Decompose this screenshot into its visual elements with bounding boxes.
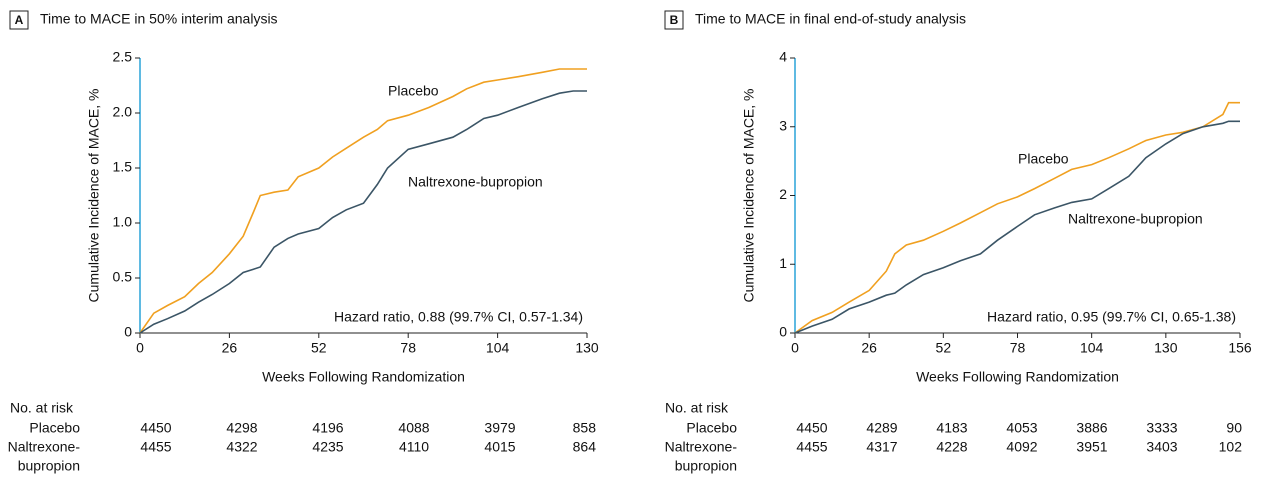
at-risk-value: 3403: [1146, 439, 1177, 455]
x-tick-label: 130: [1154, 340, 1178, 356]
at-risk-value: 858: [573, 420, 597, 436]
at-risk-value: 4110: [399, 439, 429, 455]
km-curve: [794, 120, 1240, 334]
panel-box: [664, 10, 684, 30]
x-tick-label: 130: [575, 340, 599, 356]
y-tick-label: 3: [779, 117, 787, 133]
series-label: Placebo: [388, 83, 439, 99]
at-risk-value: 4092: [1006, 439, 1037, 455]
x-tick-label: 104: [486, 340, 510, 356]
at-risk-value: 3951: [1076, 439, 1107, 455]
panel-title: Time to MACE in 50% interim analysis: [40, 11, 278, 27]
x-tick-label: 78: [1010, 340, 1026, 356]
at-risk-value: 90: [1226, 420, 1242, 436]
at-risk-value: 4289: [866, 420, 897, 436]
at-risk-title: No. at risk: [665, 400, 729, 416]
x-tick-label: 78: [400, 340, 416, 356]
x-tick-label: 26: [861, 340, 877, 356]
y-tick-label: 2.0: [113, 104, 133, 120]
at-risk-row-label: bupropion: [18, 458, 80, 474]
at-risk-value: 4196: [312, 420, 343, 436]
at-risk-row-label: Placebo: [686, 420, 737, 436]
at-risk-value: 4298: [226, 420, 257, 436]
x-tick-label: 52: [311, 340, 327, 356]
x-axis-label: Weeks Following Randomization: [262, 369, 465, 385]
y-tick-label: 4: [779, 49, 787, 65]
at-risk-value: 4053: [1006, 420, 1037, 436]
at-risk-value: 4235: [312, 439, 343, 455]
at-risk-row-label: Placebo: [29, 420, 80, 436]
x-tick-label: 26: [222, 340, 238, 356]
at-risk-value: 864: [573, 439, 597, 455]
annotation: Hazard ratio, 0.95 (99.7% CI, 0.65-1.38): [987, 309, 1236, 325]
at-risk-value: 4322: [226, 439, 257, 455]
y-tick-label: 2: [779, 186, 787, 202]
y-tick-label: 2.5: [113, 49, 133, 65]
at-risk-value: 4088: [398, 420, 429, 436]
at-risk-value: 4015: [484, 439, 515, 455]
at-risk-value: 4455: [796, 439, 827, 455]
at-risk-value: 3333: [1146, 420, 1177, 436]
x-tick-label: 0: [136, 340, 144, 356]
y-tick-label: 0.5: [113, 269, 133, 285]
x-tick-label: 104: [1080, 340, 1104, 356]
panel-title: Time to MACE in final end-of-study analy…: [695, 11, 966, 27]
y-axis-label: Cumulative Incidence of MACE, %: [86, 89, 102, 303]
y-tick-label: 1.5: [113, 159, 133, 175]
y-tick-label: 0: [124, 324, 132, 340]
panel-box: [9, 10, 29, 30]
x-axis-label: Weeks Following Randomization: [916, 369, 1119, 385]
y-axis-label: Cumulative Incidence of MACE, %: [741, 89, 757, 303]
at-risk-row-label: Naltrexone-: [8, 439, 81, 455]
at-risk-value: 3886: [1076, 420, 1107, 436]
series-label: Naltrexone-bupropion: [408, 174, 543, 190]
panel-label: B: [670, 13, 679, 27]
x-tick-label: 52: [936, 340, 952, 356]
at-risk-value: 4228: [936, 439, 967, 455]
series-label: Naltrexone-bupropion: [1068, 211, 1203, 227]
x-tick-label: 0: [791, 340, 799, 356]
at-risk-value: 4317: [866, 439, 897, 455]
y-tick-label: 1: [779, 255, 787, 271]
at-risk-title: No. at risk: [10, 400, 74, 416]
y-tick-label: 0: [779, 324, 787, 340]
at-risk-value: 3979: [484, 420, 515, 436]
panel-label: A: [15, 13, 24, 27]
at-risk-value: 4450: [140, 420, 171, 436]
at-risk-value: 4183: [936, 420, 967, 436]
at-risk-row-label: bupropion: [675, 458, 737, 474]
km-curve: [139, 68, 587, 334]
y-tick-label: 1.0: [113, 214, 133, 230]
km-curve: [794, 101, 1240, 334]
km-curve: [139, 90, 587, 334]
annotation: Hazard ratio, 0.88 (99.7% CI, 0.57-1.34): [334, 309, 583, 325]
at-risk-value: 102: [1219, 439, 1243, 455]
series-label: Placebo: [1018, 151, 1069, 167]
at-risk-value: 4455: [140, 439, 171, 455]
at-risk-value: 4450: [796, 420, 827, 436]
x-tick-label: 156: [1228, 340, 1252, 356]
at-risk-row-label: Naltrexone-: [665, 439, 738, 455]
